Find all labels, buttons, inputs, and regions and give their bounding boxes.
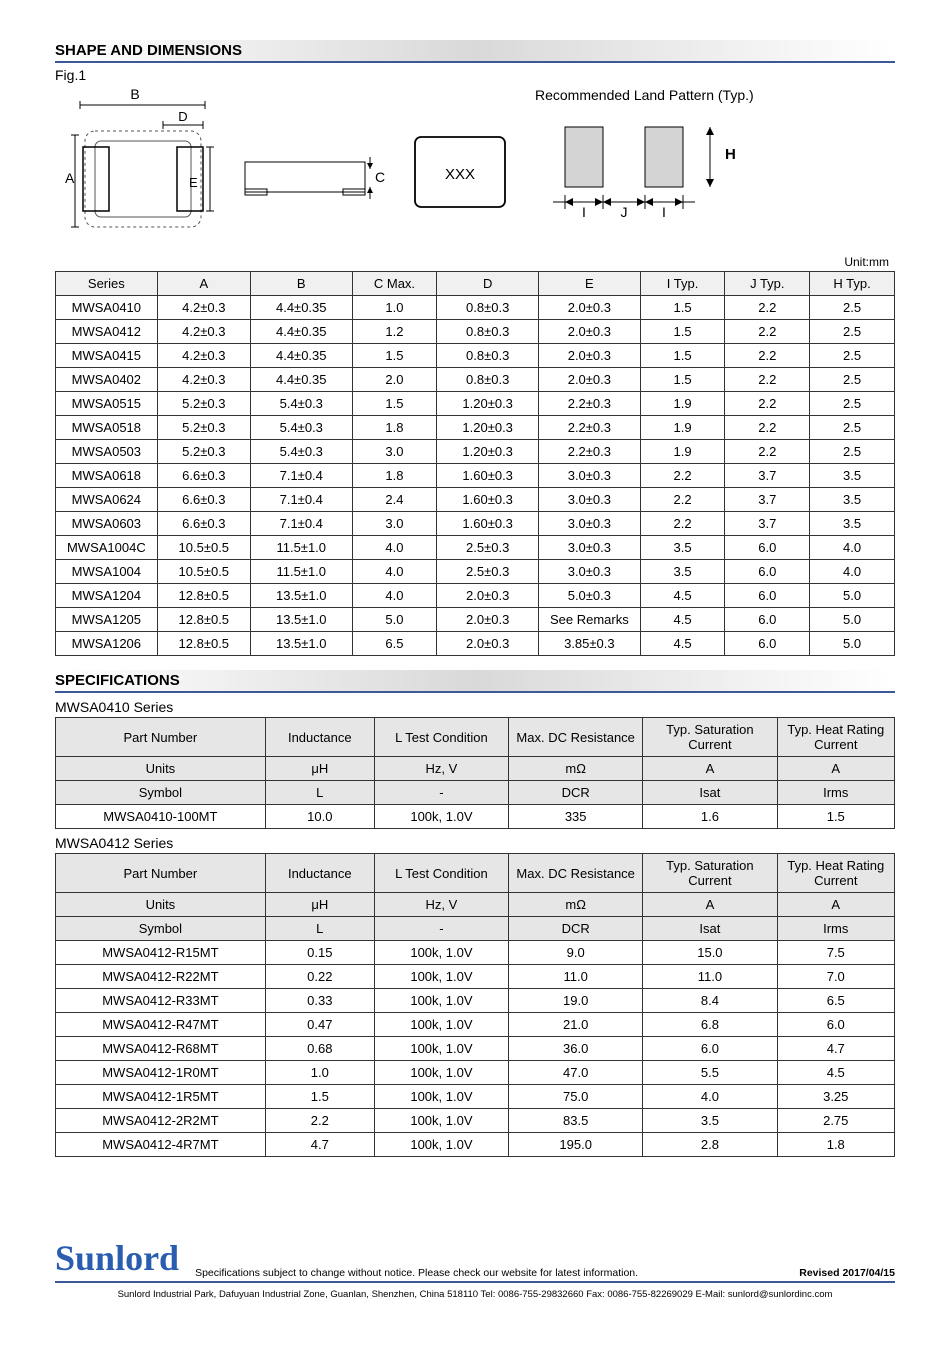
dim-header: H Typ. <box>810 272 895 296</box>
table-row: MWSA04154.2±0.34.4±0.351.50.8±0.32.0±0.3… <box>56 344 895 368</box>
dimensions-table: SeriesABC Max.DEI Typ.J Typ.H Typ. MWSA0… <box>55 271 895 656</box>
dim-header: Series <box>56 272 158 296</box>
table-row: MWSA06186.6±0.37.1±0.41.81.60±0.33.0±0.3… <box>56 464 895 488</box>
spec-table-0410: Part NumberInductanceL Test ConditionMax… <box>55 717 895 829</box>
spec-header: Max. DC Resistance <box>509 854 643 893</box>
svg-text:C: C <box>375 169 385 185</box>
spec-header: Max. DC Resistance <box>509 718 643 757</box>
dim-header: J Typ. <box>725 272 810 296</box>
fig-top-view: B D A E <box>55 87 215 237</box>
table-row: MWSA120612.8±0.513.5±1.06.52.0±0.33.85±0… <box>56 632 895 656</box>
spec-header: Typ. Saturation Current <box>643 854 777 893</box>
series-0410-label: MWSA0410 Series <box>55 699 895 715</box>
table-row: MWSA0412-2R2MT2.2100k, 1.0V83.53.52.75 <box>56 1109 895 1133</box>
spec-header: Inductance <box>265 854 374 893</box>
spec-header: Typ. Heat Rating Current <box>777 718 894 757</box>
land-pattern-block: Recommended Land Pattern (Typ.) H I J <box>535 87 754 227</box>
section-header-spec: SPECIFICATIONS <box>55 670 895 693</box>
footer: Sunlord Specifications subject to change… <box>55 1237 895 1300</box>
land-pattern-label: Recommended Land Pattern (Typ.) <box>535 87 754 103</box>
svg-text:XXX: XXX <box>445 166 475 183</box>
spec-header: Typ. Saturation Current <box>643 718 777 757</box>
svg-text:B: B <box>130 87 139 102</box>
dim-header: B <box>250 272 352 296</box>
svg-text:D: D <box>178 109 187 124</box>
fig-land-pattern: H I J I <box>535 107 745 227</box>
table-row: MWSA120512.8±0.513.5±1.05.02.0±0.3See Re… <box>56 608 895 632</box>
table-row: MWSA0412-R33MT0.33100k, 1.0V19.08.46.5 <box>56 989 895 1013</box>
spec-header: Typ. Heat Rating Current <box>777 854 894 893</box>
dim-header: D <box>437 272 539 296</box>
table-row: MWSA0412-R15MT0.15100k, 1.0V9.015.07.5 <box>56 941 895 965</box>
table-row: MWSA0412-4R7MT4.7100k, 1.0V195.02.81.8 <box>56 1133 895 1157</box>
unit-label: Unit:mm <box>55 255 895 269</box>
spec-header: Inductance <box>265 718 374 757</box>
spec-table-0412: Part NumberInductanceL Test ConditionMax… <box>55 853 895 1157</box>
table-row: MWSA06036.6±0.37.1±0.43.01.60±0.33.0±0.3… <box>56 512 895 536</box>
spec-header: Part Number <box>56 718 266 757</box>
svg-text:A: A <box>65 170 75 186</box>
table-row: MWSA0410-100MT10.0100k, 1.0V3351.61.5 <box>56 805 895 829</box>
svg-text:J: J <box>621 204 628 220</box>
figure-row: B D A E C XXX <box>55 87 895 237</box>
logo: Sunlord <box>55 1237 179 1279</box>
table-row: MWSA04124.2±0.34.4±0.351.20.8±0.32.0±0.3… <box>56 320 895 344</box>
table-row: MWSA120412.8±0.513.5±1.04.02.0±0.35.0±0.… <box>56 584 895 608</box>
dim-header: I Typ. <box>640 272 725 296</box>
table-row: MWSA0412-R22MT0.22100k, 1.0V11.011.07.0 <box>56 965 895 989</box>
table-row: MWSA0412-R47MT0.47100k, 1.0V21.06.86.0 <box>56 1013 895 1037</box>
spec-header: L Test Condition <box>374 854 508 893</box>
table-row: MWSA04024.2±0.34.4±0.352.00.8±0.32.0±0.3… <box>56 368 895 392</box>
dim-header: C Max. <box>352 272 437 296</box>
svg-text:H: H <box>725 146 736 163</box>
table-row: MWSA04104.2±0.34.4±0.351.00.8±0.32.0±0.3… <box>56 296 895 320</box>
section-header-shape: SHAPE AND DIMENSIONS <box>55 40 895 63</box>
svg-text:I: I <box>582 204 586 220</box>
dim-header: A <box>157 272 250 296</box>
spec-header: Part Number <box>56 854 266 893</box>
fig-xxx: XXX <box>405 87 515 237</box>
svg-text:E: E <box>189 175 198 190</box>
series-0412-label: MWSA0412 Series <box>55 835 895 851</box>
table-row: MWSA06246.6±0.37.1±0.42.41.60±0.33.0±0.3… <box>56 488 895 512</box>
fig-side-view: C <box>235 87 385 237</box>
svg-text:I: I <box>662 204 666 220</box>
footer-revised: Revised 2017/04/15 <box>799 1267 895 1279</box>
table-row: MWSA100410.5±0.511.5±1.04.02.5±0.33.0±0.… <box>56 560 895 584</box>
footer-note: Specifications subject to change without… <box>195 1267 783 1279</box>
spec-header: L Test Condition <box>374 718 508 757</box>
table-row: MWSA0412-R68MT0.68100k, 1.0V36.06.04.7 <box>56 1037 895 1061</box>
table-row: MWSA0412-1R5MT1.5100k, 1.0V75.04.03.25 <box>56 1085 895 1109</box>
table-row: MWSA0412-1R0MT1.0100k, 1.0V47.05.54.5 <box>56 1061 895 1085</box>
fig-label: Fig.1 <box>55 67 895 83</box>
footer-address: Sunlord Industrial Park, Dafuyuan Indust… <box>55 1289 895 1300</box>
table-row: MWSA1004C10.5±0.511.5±1.04.02.5±0.33.0±0… <box>56 536 895 560</box>
table-row: MWSA05185.2±0.35.4±0.31.81.20±0.32.2±0.3… <box>56 416 895 440</box>
table-row: MWSA05035.2±0.35.4±0.33.01.20±0.32.2±0.3… <box>56 440 895 464</box>
table-row: MWSA05155.2±0.35.4±0.31.51.20±0.32.2±0.3… <box>56 392 895 416</box>
dim-header: E <box>539 272 641 296</box>
